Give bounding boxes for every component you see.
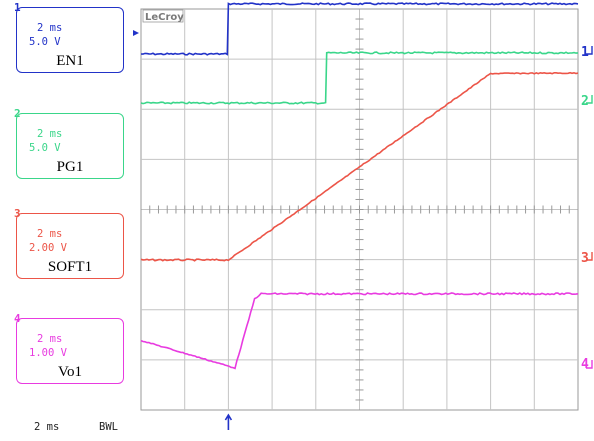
trace-vo1 [140, 292, 579, 370]
channel-3-volts-div: 2.00 V [29, 242, 67, 254]
channel-1-timebase: 2 ms [37, 22, 63, 34]
channel-2-volts-div: 5.0 V [29, 142, 61, 154]
channel-4-name: Vo1 [58, 364, 82, 380]
channel-4-number: 4 [14, 312, 21, 325]
channel-markers: 1 2 3 4 [133, 30, 593, 430]
trace-pg1 [140, 51, 579, 105]
channel-1-number: 1 [14, 1, 21, 14]
channel-2-info-box[interactable]: 2 2 ms 5.0 V PG1 [14, 107, 124, 179]
channel-3-level-label: 3 [581, 251, 589, 266]
channel-4-info-box[interactable]: 4 2 ms 1.00 V Vo1 [14, 312, 124, 384]
channel-1-level-label: 1 [581, 45, 589, 60]
channel-1-info-box[interactable]: 1 2 ms 5.0 V EN1 [14, 1, 124, 73]
channel-2-level-marker[interactable] [586, 95, 593, 104]
trigger-position-arrow-icon[interactable] [224, 413, 233, 430]
channel-4-level-marker[interactable] [586, 360, 593, 369]
scope-traces [140, 2, 579, 370]
channel-2-level-label: 2 [581, 94, 589, 109]
brand-logo-frame [142, 9, 184, 23]
channel-4-level-label: 4 [581, 357, 589, 372]
channel-3-name: SOFT1 [47, 259, 93, 275]
channel-4-timebase: 2 ms [37, 333, 63, 345]
channel-2-number: 2 [14, 107, 21, 120]
trace-soft1 [140, 71, 579, 262]
channel-3-level-marker[interactable] [586, 252, 593, 261]
brand-logo: LeCroy [145, 12, 184, 23]
channel-3-timebase: 2 ms [37, 228, 63, 240]
channel-3-info-box[interactable]: 3 2 ms 2.00 V SOFT1 [14, 207, 124, 279]
status-bandwidth-limit: BWL [99, 421, 118, 433]
status-timebase: 2 ms [34, 421, 60, 433]
channel-1-volts-div: 5.0 V [29, 36, 61, 48]
scope-grid: LeCroy [140, 8, 579, 411]
channel-1-offset-marker[interactable] [133, 30, 139, 36]
channel-2-timebase: 2 ms [37, 128, 63, 140]
channel-4-volts-div: 1.00 V [29, 347, 67, 359]
trace-en1 [140, 2, 579, 56]
channel-1-level-marker[interactable] [586, 46, 593, 55]
channel-3-number: 3 [14, 207, 21, 220]
channel-2-name: PG1 [56, 159, 84, 175]
channel-1-name: EN1 [56, 53, 84, 69]
